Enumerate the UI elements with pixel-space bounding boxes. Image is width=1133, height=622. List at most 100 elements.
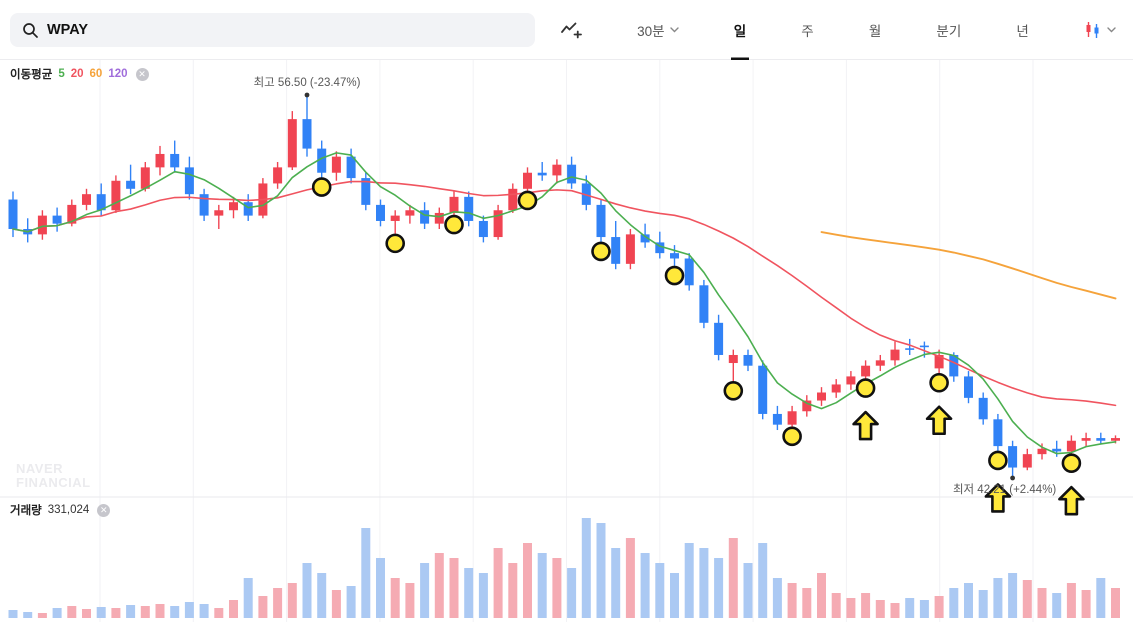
indicator-add-button[interactable] xyxy=(557,0,585,60)
volume-bar xyxy=(802,588,812,618)
volume-bar xyxy=(258,596,268,618)
candle-body xyxy=(1022,454,1032,468)
candle-body xyxy=(772,413,782,425)
candle-body xyxy=(978,397,988,420)
chevron-down-icon xyxy=(1107,26,1116,32)
volume-bar xyxy=(1066,583,1076,618)
candle-body xyxy=(331,156,341,173)
candle-body xyxy=(743,354,753,366)
volume-bar xyxy=(567,568,577,618)
tab-week[interactable]: 주 xyxy=(798,0,816,60)
tab-quarter[interactable]: 분기 xyxy=(933,0,964,60)
candle-body xyxy=(1052,448,1062,452)
candle-body xyxy=(875,360,885,366)
volume-bar xyxy=(1081,590,1091,618)
volume-bar xyxy=(611,548,621,618)
chart-type-dropdown[interactable] xyxy=(1081,0,1119,60)
volume-bar xyxy=(287,583,297,618)
volume-bar xyxy=(699,548,709,618)
highlight-circle-marker xyxy=(664,265,685,286)
ma120-label: 120 xyxy=(108,68,128,80)
candle-body xyxy=(140,167,150,189)
candle-body xyxy=(934,354,944,369)
volume-bar xyxy=(523,543,532,618)
up-arrow-marker xyxy=(925,405,953,436)
candle-body xyxy=(346,156,356,179)
candle-body xyxy=(287,119,297,168)
candle-body xyxy=(1008,446,1018,468)
volume-bar xyxy=(890,603,900,618)
search-input[interactable] xyxy=(47,21,523,38)
candle-body xyxy=(537,172,547,176)
candle-body xyxy=(699,285,709,323)
highlight-circle-marker xyxy=(591,241,611,262)
volume-bar xyxy=(670,573,679,618)
ma60-line xyxy=(820,231,1117,300)
candle-body xyxy=(1111,438,1120,441)
candle-body xyxy=(625,234,635,264)
volume-bar xyxy=(331,590,341,618)
candle-body xyxy=(714,322,724,355)
candle-body xyxy=(523,172,532,189)
candle-body xyxy=(964,376,973,398)
candle-body xyxy=(405,210,415,216)
legend-close-icon[interactable]: ✕ xyxy=(135,67,149,81)
volume-bar xyxy=(978,590,988,618)
candle-body xyxy=(831,384,841,393)
highlight-circle-marker xyxy=(782,426,802,447)
volume-bar xyxy=(1052,593,1062,618)
volume-bar xyxy=(875,600,885,618)
volume-legend: 거래량 331,024 ✕ xyxy=(10,502,111,518)
volume-close-icon[interactable]: ✕ xyxy=(97,503,111,517)
high-annotation: 최고 56.50 (-23.47%) xyxy=(254,76,361,89)
candle-body xyxy=(170,153,180,168)
volume-bar xyxy=(493,548,503,618)
up-arrow-marker xyxy=(1058,485,1085,516)
legend-title: 이동평균 xyxy=(10,69,53,81)
interval-dropdown-label: 30분 xyxy=(637,23,665,39)
interval-dropdown[interactable]: 30분 xyxy=(634,0,681,60)
volume-bar xyxy=(772,578,782,618)
highlight-circle-marker xyxy=(929,372,949,393)
candle-body xyxy=(478,220,488,238)
candle-body xyxy=(508,188,518,211)
volume-bar xyxy=(1037,588,1047,618)
search-bar[interactable] xyxy=(10,12,535,47)
low-point-dot xyxy=(1010,475,1015,481)
candle-body xyxy=(273,167,283,184)
low-annotation: 최저 42.21 (+2.44%) xyxy=(953,483,1056,496)
tab-year[interactable]: 년 xyxy=(1013,0,1031,60)
candle-body xyxy=(96,194,106,211)
candle-body xyxy=(890,349,900,361)
volume-bar xyxy=(714,558,724,618)
line-chart-plus-icon xyxy=(561,22,582,38)
volume-bar xyxy=(728,538,738,618)
volume-bar xyxy=(420,563,430,618)
volume-bar xyxy=(596,523,606,618)
tab-day[interactable]: 일 xyxy=(731,0,749,60)
volume-bar xyxy=(1111,588,1120,618)
highlight-circle-marker xyxy=(988,450,1008,471)
volume-bar xyxy=(273,588,283,618)
candle-body xyxy=(214,210,224,216)
candle-body xyxy=(640,234,650,243)
candle-body xyxy=(111,180,121,211)
volume-bar xyxy=(199,604,209,618)
volume-bar xyxy=(640,553,650,618)
search-icon xyxy=(23,22,38,38)
candle-body xyxy=(199,194,209,216)
candle-body xyxy=(243,202,253,216)
candle-body xyxy=(1037,448,1047,455)
price-volume-chart[interactable]: 최고 56.50 (-23.47%) 최저 42.21 (+2.44%) xyxy=(0,60,1133,622)
volume-bar xyxy=(82,609,91,618)
volume-bar xyxy=(52,608,62,618)
volume-bar xyxy=(1008,573,1018,618)
candle-body xyxy=(802,400,812,412)
volume-bar xyxy=(993,578,1003,618)
volume-bar xyxy=(949,588,959,618)
highlight-circle-marker xyxy=(855,378,876,398)
tab-month[interactable]: 월 xyxy=(866,0,884,60)
high-point-dot xyxy=(304,92,310,98)
candle-body xyxy=(596,204,606,238)
